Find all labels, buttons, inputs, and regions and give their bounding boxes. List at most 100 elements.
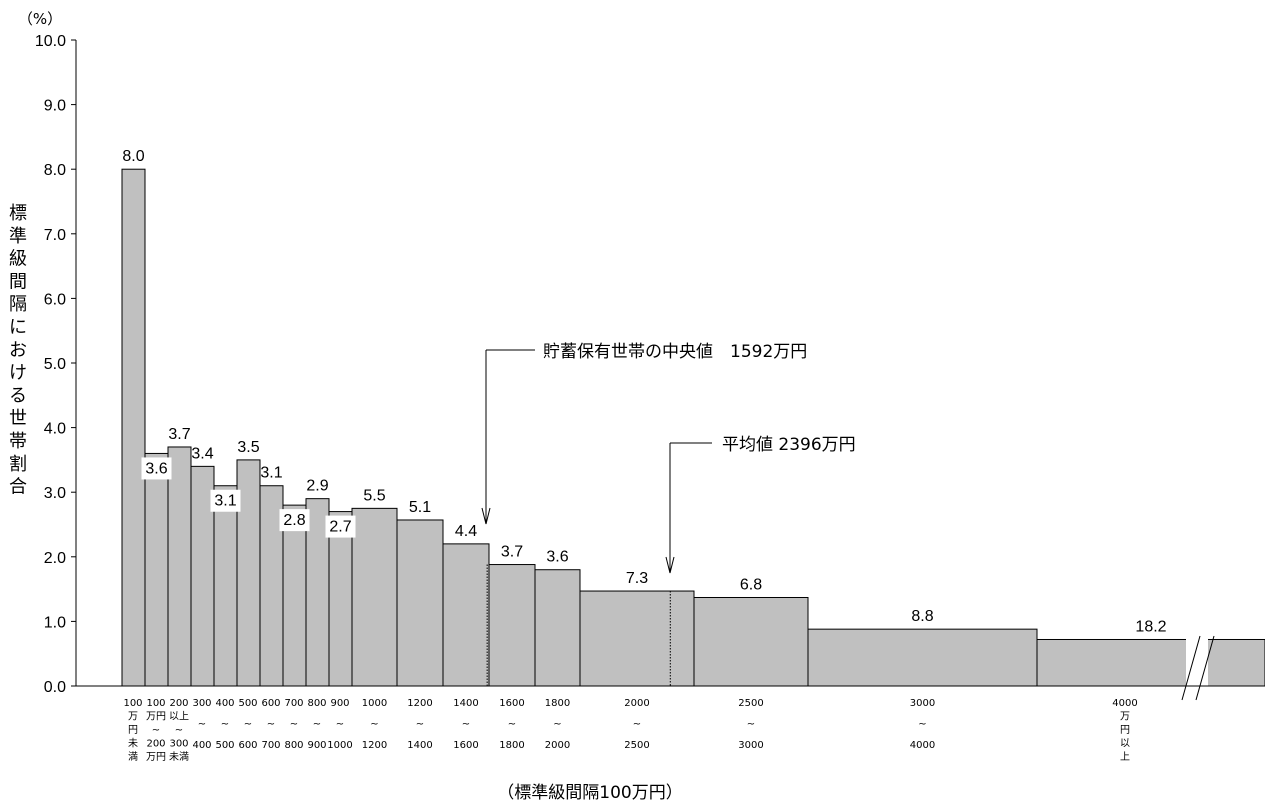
x-category-label: 900 xyxy=(307,740,326,751)
x-category-label: 4000 xyxy=(910,740,935,751)
value-label: 8.0 xyxy=(122,148,144,165)
x-category-label: 1000 xyxy=(362,698,387,709)
x-category-label: 万 xyxy=(1120,712,1130,723)
value-labels: 8.03.63.73.43.13.53.12.82.92.75.55.14.43… xyxy=(122,148,1166,635)
x-category-label: 上 xyxy=(1120,751,1130,763)
x-category-label: 300 xyxy=(192,698,211,709)
x-category-label: ~ xyxy=(370,719,378,730)
x-category-label: 900 xyxy=(330,698,349,709)
x-category-label: 1200 xyxy=(407,698,432,709)
y-tick-label: 1.0 xyxy=(44,614,66,631)
value-label: 2.8 xyxy=(283,512,305,529)
y-tick-label: 3.0 xyxy=(44,485,66,502)
x-category-label: ~ xyxy=(290,719,298,730)
x-category-label: 4000 xyxy=(1112,698,1137,709)
value-label: 6.8 xyxy=(740,576,762,593)
x-category-label: 万 xyxy=(128,712,138,723)
x-category-label: 500 xyxy=(215,740,234,751)
y-axis-title-char: 帯 xyxy=(9,431,27,452)
bar xyxy=(534,569,581,687)
annotation-text: 平均値 2396万円 xyxy=(722,435,856,455)
y-tick-label: 4.0 xyxy=(44,421,66,438)
x-category-label: 1800 xyxy=(499,740,524,751)
y-tick-label: 0.0 xyxy=(44,679,66,696)
value-label: 2.9 xyxy=(306,478,328,495)
x-category-label: ~ xyxy=(918,719,926,730)
value-label: 3.5 xyxy=(237,439,259,456)
bar xyxy=(488,564,536,687)
value-label: 3.4 xyxy=(191,445,213,462)
annotation-text: 貯蓄保有世帯の中央値 1592万円 xyxy=(543,342,807,362)
bar xyxy=(1036,638,1265,687)
x-category-label: 以上 xyxy=(169,711,189,723)
value-label: 18.2 xyxy=(1135,618,1166,635)
x-category-label: 2000 xyxy=(624,698,649,709)
value-label: 5.1 xyxy=(409,499,431,516)
y-unit-label: （%） xyxy=(18,10,62,28)
x-category-label: 以 xyxy=(1120,739,1130,750)
y-axis-title-char: 合 xyxy=(9,477,27,498)
x-category-label: ~ xyxy=(416,719,424,730)
y-axis-title-char: 隔 xyxy=(9,294,27,315)
x-category-label: ~ xyxy=(221,719,229,730)
x-category-label: 2500 xyxy=(738,698,763,709)
value-label: 4.4 xyxy=(455,523,477,540)
value-label: 7.3 xyxy=(626,570,648,587)
y-axis-title-char: お xyxy=(9,340,27,361)
x-category-label: 円 xyxy=(1120,725,1130,736)
y-axis: 0.0 1.0 2.0 3.0 4.0 5.0 6.0 7.0 8.0 9.0 10.0 xyxy=(35,33,77,696)
x-category-label: 300 xyxy=(169,739,188,750)
y-axis-title-char: 標 xyxy=(9,203,27,224)
value-label: 2.7 xyxy=(329,519,351,536)
y-axis-title-char: け xyxy=(9,363,27,384)
bar xyxy=(213,485,238,687)
value-label-bg xyxy=(279,509,310,532)
y-tick-label: 10.0 xyxy=(35,33,66,50)
y-tick-label: 2.0 xyxy=(44,550,66,567)
bar xyxy=(144,452,169,687)
x-category-label: ~ xyxy=(553,719,561,730)
x-category-label: 3000 xyxy=(738,740,763,751)
x-category-label: ~ xyxy=(336,719,344,730)
x-category-label: ~ xyxy=(198,719,206,730)
x-category-label: ~ xyxy=(633,719,641,730)
x-category-label: ~ xyxy=(175,725,183,736)
x-category-label: 100 xyxy=(146,698,165,709)
x-axis: 100万円未満100万円~200万円200以上~300未満300~400400~… xyxy=(76,685,1265,763)
x-category-label: 未満 xyxy=(169,751,189,763)
annotation-arrow-head xyxy=(665,556,675,574)
axis-break-mark xyxy=(1181,635,1201,701)
value-label: 3.7 xyxy=(501,544,523,561)
y-axis-title-char: 世 xyxy=(9,408,27,429)
bar xyxy=(351,507,398,687)
x-category-label: ~ xyxy=(267,719,275,730)
x-category-label: 800 xyxy=(284,740,303,751)
x-axis-title: （標準級間隔100万円） xyxy=(497,783,682,803)
x-category-label: ~ xyxy=(508,719,516,730)
bar xyxy=(167,446,192,687)
bar xyxy=(693,596,809,687)
bar xyxy=(328,511,353,687)
x-category-label: 未 xyxy=(128,738,138,750)
bar xyxy=(396,519,444,687)
x-category-label: 700 xyxy=(261,740,280,751)
bar xyxy=(442,543,490,687)
y-axis-title-char: 間 xyxy=(9,271,27,292)
y-axis-title-char: 級 xyxy=(9,249,27,270)
axis-break-mark xyxy=(1195,635,1215,701)
bars-group xyxy=(121,168,1265,687)
value-label-bg xyxy=(210,489,241,512)
x-category-label: 1200 xyxy=(362,740,387,751)
x-category-label: 700 xyxy=(284,698,303,709)
x-category-label: 2000 xyxy=(545,740,570,751)
x-category-label: 100 xyxy=(123,698,142,709)
value-label-bg xyxy=(325,515,356,538)
x-category-label: 3000 xyxy=(910,698,935,709)
value-label: 5.5 xyxy=(363,487,385,504)
x-category-label: 万円 xyxy=(146,712,166,723)
x-category-label: 1600 xyxy=(499,698,524,709)
y-tick-label: 8.0 xyxy=(44,162,66,179)
x-category-label: 円 xyxy=(128,725,138,736)
